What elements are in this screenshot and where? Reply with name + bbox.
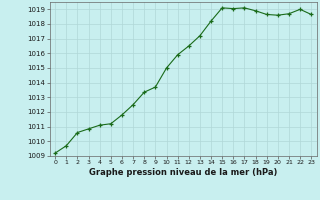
X-axis label: Graphe pression niveau de la mer (hPa): Graphe pression niveau de la mer (hPa): [89, 168, 277, 177]
